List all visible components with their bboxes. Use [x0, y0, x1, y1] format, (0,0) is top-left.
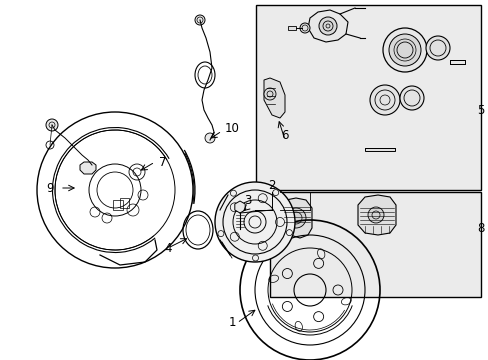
Text: 4: 4 [164, 242, 171, 255]
Circle shape [425, 36, 449, 60]
Text: 8: 8 [476, 221, 484, 234]
Text: 2: 2 [268, 179, 275, 192]
Circle shape [264, 88, 275, 100]
Polygon shape [449, 60, 464, 64]
Circle shape [204, 133, 215, 143]
Text: 7: 7 [159, 156, 166, 168]
Polygon shape [287, 26, 295, 30]
Polygon shape [234, 201, 244, 213]
Circle shape [318, 17, 336, 35]
Circle shape [215, 182, 294, 262]
Polygon shape [364, 148, 394, 151]
Polygon shape [307, 10, 347, 42]
Bar [256, 5, 480, 190]
Circle shape [299, 23, 309, 33]
Polygon shape [357, 195, 395, 235]
Text: 9: 9 [46, 181, 54, 194]
Text: 10: 10 [224, 122, 239, 135]
Polygon shape [80, 162, 96, 174]
Text: 6: 6 [281, 129, 288, 141]
Circle shape [399, 86, 423, 110]
Text: 1: 1 [228, 316, 235, 329]
Text: 3: 3 [244, 194, 251, 207]
Circle shape [285, 208, 305, 228]
Circle shape [382, 28, 426, 72]
Circle shape [367, 207, 383, 223]
Circle shape [46, 119, 58, 131]
Bar [269, 192, 480, 297]
Circle shape [369, 85, 399, 115]
Circle shape [388, 34, 420, 66]
Polygon shape [282, 198, 311, 238]
Text: 5: 5 [476, 104, 484, 117]
Circle shape [195, 15, 204, 25]
Polygon shape [264, 78, 285, 118]
